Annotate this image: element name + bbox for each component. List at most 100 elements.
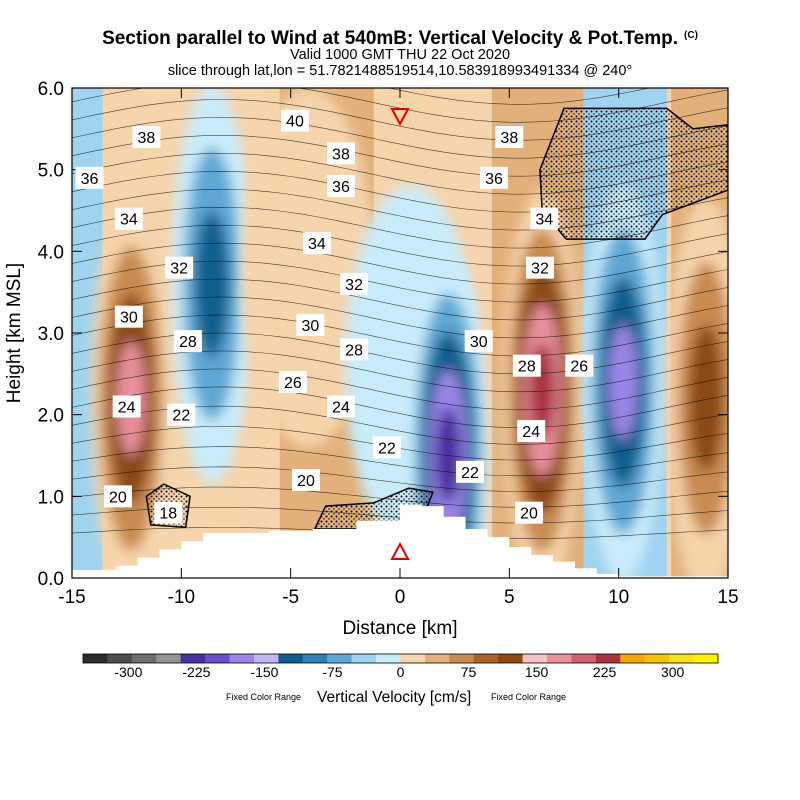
colorbar-frame	[82, 653, 719, 664]
colorbar-tick-label: -300	[114, 664, 142, 680]
colorbar-swatch	[327, 654, 352, 663]
colorbar-swatch	[424, 654, 450, 663]
contour-label-box	[173, 330, 202, 353]
contour-label-box	[132, 126, 161, 148]
contour-label-box	[114, 305, 143, 328]
contour-label-box	[565, 354, 594, 377]
x-tick-label: -5	[282, 587, 299, 608]
colorbar-left-note: Fixed Color Range	[226, 692, 302, 702]
chart-title: Section parallel to Wind at 540mB: Verti…	[0, 28, 800, 50]
colorbar-tick-label: 300	[661, 664, 685, 680]
isentrope-line	[72, 224, 728, 267]
isentrope-line	[72, 368, 728, 411]
colorbar-swatch	[571, 654, 597, 663]
contour-label-text: 24	[332, 400, 350, 417]
colorbar-swatch	[229, 654, 255, 663]
contour-label-text: 38	[332, 146, 350, 163]
colorbar-tick-label: -150	[250, 664, 278, 680]
colorbar-swatch	[278, 654, 304, 663]
contour-label: 28	[512, 354, 541, 377]
colorbar-swatch	[83, 654, 108, 663]
colorbar-tick-label: 0	[397, 664, 405, 680]
contour-label-box	[512, 354, 541, 377]
velocity-cell	[502, 190, 583, 578]
contour-label: 28	[340, 338, 369, 361]
x-tick-label: 15	[717, 587, 738, 608]
x-tick-label: -15	[58, 587, 85, 608]
contour-label-box	[103, 485, 132, 508]
contour-label-text: 20	[109, 489, 127, 506]
contour-label: 30	[464, 330, 493, 353]
contour-label: 32	[525, 256, 554, 279]
copyright-mark: (C)	[684, 30, 698, 41]
contour-label-box	[530, 207, 559, 230]
colorbar-swatch	[473, 654, 499, 663]
colorbar-tick-label: 225	[593, 664, 617, 680]
isentrope-line	[72, 278, 728, 321]
contour-label-box	[525, 256, 554, 279]
contour-label-box	[165, 256, 194, 279]
colorbar-swatch	[522, 654, 548, 663]
contour-label-text: 24	[522, 424, 540, 441]
contour-label: 34	[530, 207, 559, 230]
contour-label-box	[296, 313, 325, 336]
contour-label-box	[372, 436, 401, 459]
contour-label: 22	[372, 436, 401, 459]
contour-label: 36	[326, 175, 355, 197]
contour-label-text: 22	[378, 440, 396, 457]
isentrope-line	[72, 296, 728, 339]
contour-label-text: 38	[500, 130, 518, 147]
x-tick-label: 10	[608, 587, 629, 608]
isentrope-line	[72, 466, 728, 492]
contour-label-box	[154, 501, 183, 524]
colorbar-swatch	[131, 654, 157, 663]
contour-label-text: 24	[118, 400, 136, 417]
contour-label: 38	[132, 126, 161, 148]
contour-label-text: 22	[461, 465, 479, 482]
contour-label: 34	[114, 207, 143, 230]
velocity-contour	[194, 210, 230, 358]
contour-label: 22	[167, 403, 196, 426]
contour-label-box	[340, 338, 369, 361]
contour-label-box	[114, 207, 143, 230]
chart-title-text: Section parallel to Wind at 540mB: Verti…	[102, 28, 679, 49]
contour-label-text: 20	[520, 506, 538, 523]
velocity-contour	[688, 325, 724, 472]
colorbar-swatch	[595, 654, 621, 663]
x-tick-label: 0	[395, 587, 406, 608]
y-tick-label: 2.0	[38, 406, 64, 427]
colorbar-swatch	[693, 654, 719, 663]
isentrope-line	[72, 314, 728, 357]
contour-label: 36	[75, 166, 104, 189]
contour-label-text: 32	[170, 261, 188, 278]
downward-triangle-icon	[390, 108, 410, 127]
colorbar-swatch	[644, 654, 670, 663]
colorbar-swatch	[449, 654, 475, 663]
contour-label: 30	[114, 305, 143, 328]
contour-label: 32	[165, 256, 194, 279]
contour-label-box	[291, 469, 320, 491]
contour-label-box	[340, 273, 369, 295]
colorbar-swatch	[302, 654, 328, 663]
isentrope-line	[72, 242, 728, 285]
contour-label-text: 22	[172, 408, 190, 425]
contour-label-text: 34	[308, 236, 326, 253]
contour-label-box	[464, 330, 493, 353]
contour-label-text: 34	[120, 212, 138, 229]
contour-label-text: 40	[286, 114, 304, 131]
y-tick-label: 1.0	[38, 487, 64, 508]
contour-label-box	[480, 166, 509, 189]
colorbar-swatch	[620, 654, 646, 663]
colorbar-swatch	[180, 654, 206, 663]
contour-label-text: 38	[137, 130, 155, 147]
contour-label-text: 36	[332, 179, 350, 196]
velocity-cell	[666, 198, 728, 578]
y-axis-label: Height [km MSL]	[4, 263, 25, 403]
contour-label-text: 36	[485, 171, 503, 188]
x-axis-label: Distance [km]	[342, 618, 457, 639]
contour-label-text: 26	[570, 359, 588, 376]
y-tick-label: 5.0	[38, 161, 64, 182]
colorbar-swatch	[498, 654, 523, 663]
contour-label-box	[326, 395, 355, 418]
colorbar-label: Vertical Velocity [cm/s]	[317, 689, 472, 706]
